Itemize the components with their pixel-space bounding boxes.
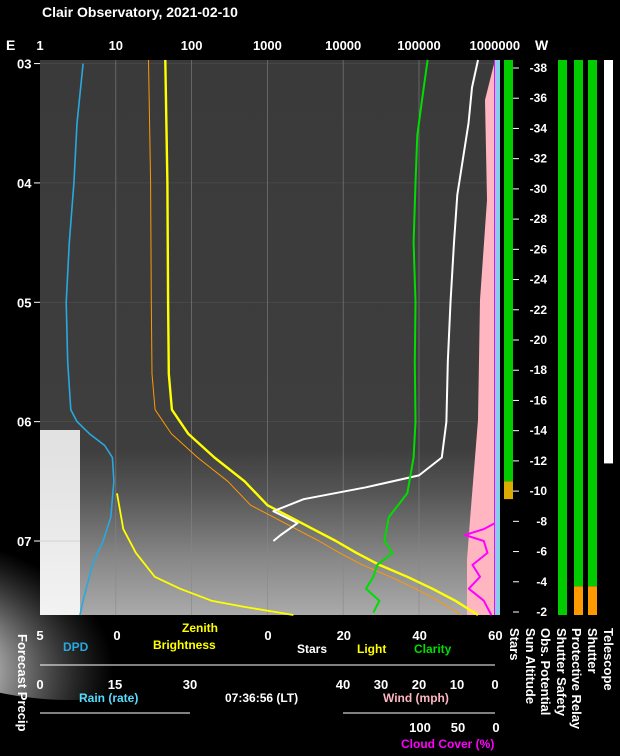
rain-tick-15: 15 [108, 677, 122, 692]
light-label: Light [357, 642, 386, 656]
status-stars-seg-0 [504, 60, 513, 482]
wind-tick-40: 40 [336, 677, 350, 692]
dpd-label: DPD [63, 640, 89, 654]
sun-alt-tick--2: -2 [536, 605, 547, 619]
sun-alt-tick--10: -10 [530, 484, 548, 498]
wind-label: Wind (mph) [383, 691, 449, 705]
sun-alt-tick--30: -30 [530, 182, 548, 196]
vertical-label-obs-potential: Obs. Potential [538, 628, 553, 715]
top-tick-1: 1 [36, 38, 43, 53]
zenith-line [164, 59, 479, 617]
w-label: W [535, 37, 549, 53]
cloud-cover-label: Cloud Cover (%) [401, 737, 494, 751]
sun-altitude-bg [514, 60, 550, 615]
light-tick-0: 0 [264, 628, 271, 643]
wind-tick-10: 10 [450, 677, 464, 692]
light-tick-60: 60 [488, 628, 502, 643]
chart-title: Clair Observatory, 2021-02-10 [42, 4, 238, 20]
sun-alt-tick--26: -26 [530, 242, 548, 256]
sun-alt-tick--20: -20 [530, 333, 548, 347]
top-tick-100: 100 [181, 38, 203, 53]
clarity-line [365, 59, 429, 614]
rain-tick-30: 30 [183, 677, 197, 692]
glow-core [40, 430, 80, 615]
cloud-cover-line [464, 522, 496, 616]
sun-alt-tick--6: -6 [536, 545, 547, 559]
forecast-precip-label: Forecast Precip [15, 634, 30, 732]
light-tick-20: 20 [337, 628, 351, 643]
status-shutter-safety-seg-1 [574, 586, 583, 615]
zenith-label-2: Brightness [153, 638, 216, 652]
status-obs-potential-seg-0 [558, 60, 567, 615]
zenith-thin-line [148, 59, 462, 616]
status-protective-relay-seg-0 [588, 60, 597, 587]
sun-alt-tick--24: -24 [530, 273, 548, 287]
time-tick-05: 05 [17, 295, 31, 310]
sun-alt-tick--16: -16 [530, 393, 548, 407]
status-stars-seg-2 [504, 499, 513, 615]
rain-label: Rain (rate) [79, 691, 138, 705]
time-tick-06: 06 [17, 415, 31, 430]
e-label: E [6, 37, 15, 53]
bottom-labels: Zenith Brightness DPD Stars Light Clarit… [40, 621, 495, 751]
sun-alt-tick--18: -18 [530, 363, 548, 377]
vertical-label-telescope: Telescope [601, 628, 616, 691]
sun-alt-tick--38: -38 [530, 61, 548, 75]
sun-alt-tick--22: -22 [530, 303, 548, 317]
sun-alt-tick--36: -36 [530, 91, 548, 105]
vertical-labels: Forecast Precip Stars Sun Altitude Obs. Pot… [15, 628, 616, 732]
time-label: 07:36:56 (LT) [225, 691, 298, 705]
wind-tick-0: 0 [491, 677, 498, 692]
top-tick-1000000: 1000000 [469, 38, 520, 53]
top-tick-100000: 100000 [397, 38, 440, 53]
vertical-label-stars: Stars [507, 628, 522, 661]
vertical-label-sun-altitude: Sun Altitude [523, 628, 538, 704]
plot-area [0, 59, 500, 700]
wind-tick-20: 20 [412, 677, 426, 692]
sun-alt-tick--14: -14 [530, 424, 548, 438]
dpd-tick-0: 0 [113, 628, 120, 643]
top-tick-10000: 10000 [325, 38, 361, 53]
top-tick-1000: 1000 [253, 38, 282, 53]
sun-alt-tick--32: -32 [530, 152, 548, 166]
dpd-tick-5: 5 [36, 628, 43, 643]
cloud-tick-100: 100 [409, 720, 431, 735]
status-bars [504, 60, 613, 615]
time-tick-04: 04 [17, 176, 32, 191]
top-tick-10: 10 [109, 38, 123, 53]
rain-column [495, 60, 500, 615]
status-protective-relay-seg-1 [588, 586, 597, 615]
vertical-label-shutter-safety: Shutter Safety [554, 628, 569, 717]
time-tick-03: 03 [17, 57, 31, 72]
zenith-label-1: Zenith [182, 621, 218, 635]
time-axis-ticks: 03 04 05 06 07 [17, 57, 40, 549]
light-tick-40: 40 [412, 628, 426, 643]
cloud-tick-50: 50 [451, 720, 465, 735]
dpd-line [65, 63, 115, 616]
time-tick-07: 07 [17, 534, 31, 549]
top-axis-ticks: 1 10 100 1000 10000 100000 1000000 [36, 38, 520, 53]
light-line [116, 493, 294, 616]
status-shutter-seg-0 [604, 60, 613, 464]
stars-label: Stars [297, 642, 327, 656]
vertical-label-shutter: Shutter [585, 628, 600, 674]
status-shutter-safety-seg-0 [574, 60, 583, 587]
sun-altitude-axis: -38 -36 -34 -32 -30 -28 -26 -24 -22 -20 -18 -16 -14 -… [512, 60, 550, 619]
sun-alt-tick--4: -4 [536, 575, 547, 589]
stars-line [272, 59, 479, 542]
rain-tick-0: 0 [36, 677, 43, 692]
status-stars-seg-1 [504, 481, 513, 500]
sun-alt-tick--12: -12 [530, 454, 548, 468]
sun-alt-tick--34: -34 [530, 121, 548, 135]
cloud-tick-0: 0 [492, 720, 499, 735]
sun-alt-tick--8: -8 [536, 514, 547, 528]
sun-alt-tick--28: -28 [530, 212, 548, 226]
wind-area [467, 60, 495, 615]
wind-tick-30: 30 [374, 677, 388, 692]
vertical-label-protective-relay: Protective Relay [569, 628, 584, 730]
clarity-label: Clarity [414, 642, 452, 656]
